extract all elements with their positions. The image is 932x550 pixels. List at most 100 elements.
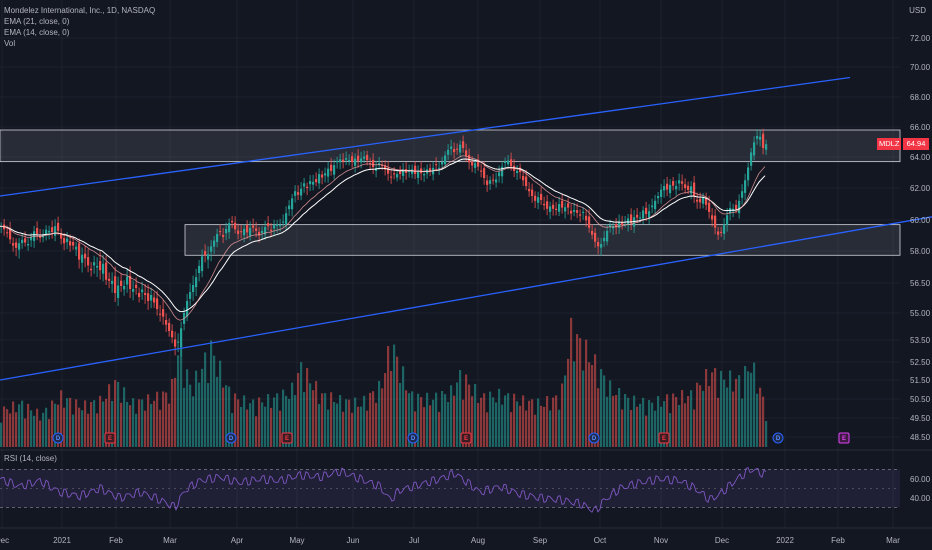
- dividend-marker-0[interactable]: D: [52, 432, 64, 444]
- candle-body: [639, 217, 642, 219]
- event-label: E: [285, 436, 289, 442]
- candle-body: [363, 156, 366, 159]
- dividend-marker-2[interactable]: D: [225, 432, 237, 444]
- volume-bar: [222, 387, 225, 447]
- dividend-marker-8[interactable]: D: [772, 432, 784, 444]
- volume-bar: [651, 402, 654, 447]
- volume-bar: [660, 406, 663, 447]
- candle-body: [489, 180, 492, 184]
- price-tick: 66.00: [910, 123, 931, 132]
- earnings-marker-3[interactable]: E: [281, 432, 293, 444]
- candle-body: [723, 224, 726, 234]
- ema21-legend[interactable]: EMA (21, close, 0): [4, 17, 70, 26]
- candle-body: [15, 242, 18, 248]
- candle-body: [45, 229, 48, 235]
- candle-body: [609, 225, 612, 227]
- candle-body: [642, 210, 645, 219]
- candle-body: [741, 191, 744, 198]
- price-axis[interactable]: 72.00 70.00 68.00 66.00 64.00 62.00 60.00 58.00…: [910, 34, 931, 503]
- rsi-legend[interactable]: RSI (14, close): [4, 454, 57, 463]
- candle-body: [69, 241, 72, 246]
- candle-body: [744, 180, 747, 193]
- channel-trend-lines[interactable]: [0, 76, 932, 381]
- volume-bar: [405, 390, 408, 447]
- volume-bar: [423, 407, 426, 447]
- candle-body: [603, 237, 606, 242]
- candle-body: [654, 200, 657, 210]
- candle-body: [600, 244, 603, 248]
- volume-bar: [66, 398, 69, 447]
- earnings-marker-7[interactable]: E: [658, 432, 670, 444]
- candle-body: [606, 230, 609, 242]
- candle-body: [510, 159, 513, 167]
- earnings-marker-1[interactable]: E: [104, 432, 116, 444]
- earnings-marker-9[interactable]: E: [838, 432, 850, 444]
- volume-bar: [63, 407, 66, 447]
- volume-bar: [93, 400, 96, 447]
- currency-label[interactable]: USD: [909, 6, 926, 15]
- volume-bar: [675, 396, 678, 447]
- volume-bar: [513, 393, 516, 447]
- volume-bar: [585, 339, 588, 447]
- ema14-legend[interactable]: EMA (14, close, 0): [4, 28, 70, 37]
- volume-bar: [165, 392, 168, 447]
- candle-body: [186, 301, 189, 317]
- candle-body: [750, 152, 753, 166]
- volume-bar: [339, 395, 342, 447]
- candle-body: [222, 234, 225, 238]
- volume-bar: [354, 397, 357, 447]
- volume-bar: [168, 403, 171, 447]
- candle-body: [531, 189, 534, 196]
- candle-body: [651, 205, 654, 208]
- candle-body: [567, 203, 570, 208]
- volume-bar: [60, 390, 63, 447]
- time-tick: Aug: [471, 536, 485, 545]
- volume-bar: [42, 412, 45, 447]
- volume-bar: [18, 404, 21, 447]
- candle-body: [753, 142, 756, 156]
- volume-bar: [201, 368, 204, 447]
- candle-body: [411, 169, 414, 174]
- candle-body: [216, 233, 219, 242]
- symbol-title[interactable]: Mondelez International, Inc., 1D, NASDAQ: [4, 6, 156, 15]
- volume-bar: [48, 419, 51, 447]
- volume-bar: [378, 380, 381, 447]
- volume-bar: [153, 400, 156, 447]
- ema21-line: [0, 158, 766, 313]
- volume-bar: [318, 404, 321, 447]
- volume-bar: [687, 395, 690, 447]
- volume-bar: [519, 405, 522, 447]
- candle-body: [120, 280, 123, 286]
- candle-body: [717, 231, 720, 235]
- volume-bar: [81, 410, 84, 447]
- volume-bar: [534, 414, 537, 447]
- volume-bar: [396, 356, 399, 447]
- time-tick: Mar: [163, 536, 177, 545]
- candle-body: [318, 174, 321, 184]
- candle-body: [552, 204, 555, 209]
- volume-bar: [207, 383, 210, 447]
- candle-body: [660, 189, 663, 197]
- volume-bar: [57, 404, 60, 447]
- candle-body: [588, 216, 591, 228]
- volume-bar: [54, 403, 57, 447]
- volume-bar: [363, 395, 366, 447]
- candle-body: [213, 240, 216, 247]
- volume-bar: [384, 373, 387, 447]
- rsi-tick: 60.00: [910, 475, 931, 484]
- time-axis[interactable]: Dec 2021 Feb Mar Apr May Jun Jul Aug Sep Oct Nov Dec…: [0, 527, 932, 545]
- volume-bar: [84, 400, 87, 447]
- volume-bar: [186, 369, 189, 447]
- earnings-marker-5[interactable]: E: [460, 432, 472, 444]
- volume-bar: [90, 402, 93, 447]
- price-tick: 55.00: [910, 309, 931, 318]
- candle-body: [87, 257, 90, 266]
- candle-body: [252, 225, 255, 228]
- volume-legend[interactable]: Vol: [4, 39, 16, 48]
- dividend-marker-6[interactable]: D: [588, 432, 600, 444]
- dividend-marker-4[interactable]: D: [407, 432, 419, 444]
- volume-bar: [555, 395, 558, 447]
- volume-bar: [204, 352, 207, 447]
